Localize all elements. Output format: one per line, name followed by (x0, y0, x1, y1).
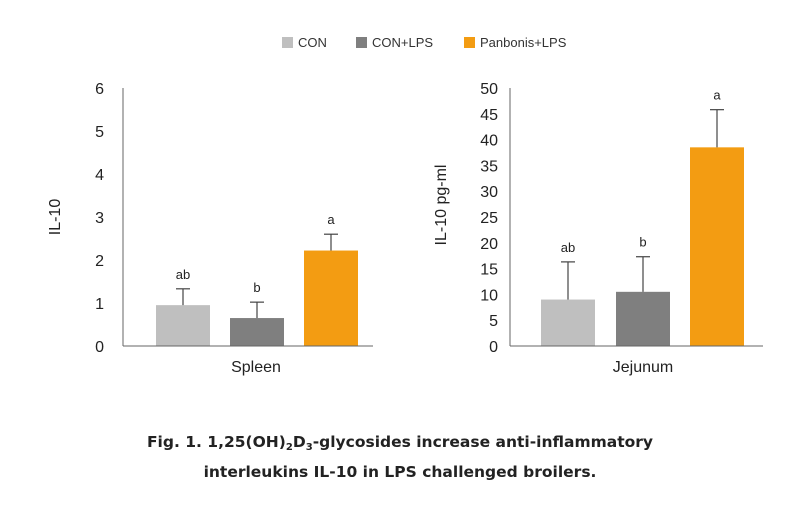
y-tick-label: 0 (489, 339, 498, 356)
significance-label: ab (176, 267, 190, 282)
y-tick-label: 1 (95, 296, 104, 313)
figure-caption: Fig. 1. 1,25(OH)2D3-glycosides increase … (0, 430, 800, 484)
legend-swatch (464, 37, 475, 48)
legend: CON CON+LPS Panbonis+LPS (282, 35, 567, 50)
significance-label: b (639, 235, 646, 250)
caption-line-1: Fig. 1. 1,25(OH)2D3-glycosides increase … (0, 430, 800, 460)
significance-label: ab (561, 240, 575, 255)
y-tick-label: 40 (480, 133, 498, 150)
chart-jejunum: 0 5 10 15 20 25 30 35 40 45 50 ab b a Jejunum IL-10 pg-… (433, 81, 763, 376)
y-tick-label: 4 (95, 167, 104, 184)
legend-label: CON (298, 35, 327, 50)
y-tick-label: 5 (95, 124, 104, 141)
y-tick-label: 3 (95, 210, 104, 227)
bar (304, 250, 358, 346)
significance-label: b (253, 280, 260, 295)
legend-label: CON+LPS (372, 35, 433, 50)
legend-swatch (282, 37, 293, 48)
y-tick-label: 50 (480, 81, 498, 98)
y-tick-label: 35 (480, 158, 498, 175)
caption-text: -glycosides increase anti-inflammatory (312, 433, 654, 451)
y-tick-label: 10 (480, 287, 498, 304)
y-tick-label: 6 (95, 81, 104, 98)
caption-text: D (292, 433, 306, 451)
y-axis-label: IL-10 (47, 199, 64, 236)
caption-text: Fig. 1. 1,25(OH) (146, 433, 286, 451)
legend-swatch (356, 37, 367, 48)
caption-subscript: 3 (305, 442, 313, 453)
y-tick-label: 0 (95, 339, 104, 356)
x-axis-label: Spleen (231, 359, 281, 376)
bar (541, 299, 595, 346)
bar (616, 291, 670, 346)
y-tick-label: 25 (480, 210, 498, 227)
x-axis-label: Jejunum (613, 359, 673, 376)
y-tick-label: 15 (480, 262, 498, 279)
legend-label: Panbonis+LPS (480, 35, 567, 50)
y-tick-label: 30 (480, 184, 498, 201)
significance-label: a (327, 212, 335, 227)
y-tick-label: 20 (480, 236, 498, 253)
bar (230, 318, 284, 346)
bar (690, 147, 744, 346)
bar (156, 305, 210, 346)
significance-label: a (713, 88, 721, 103)
chart-spleen: 0 1 2 3 4 5 6 ab b a Spleen IL-10 (47, 81, 373, 376)
y-axis-label: IL-10 pg-ml (433, 165, 450, 246)
y-tick-label: 5 (489, 313, 498, 330)
y-tick-label: 2 (95, 253, 104, 270)
y-tick-label: 45 (480, 107, 498, 124)
caption-line-2: interleukins IL-10 in LPS challenged bro… (203, 463, 597, 481)
caption-subscript: 2 (285, 442, 293, 453)
